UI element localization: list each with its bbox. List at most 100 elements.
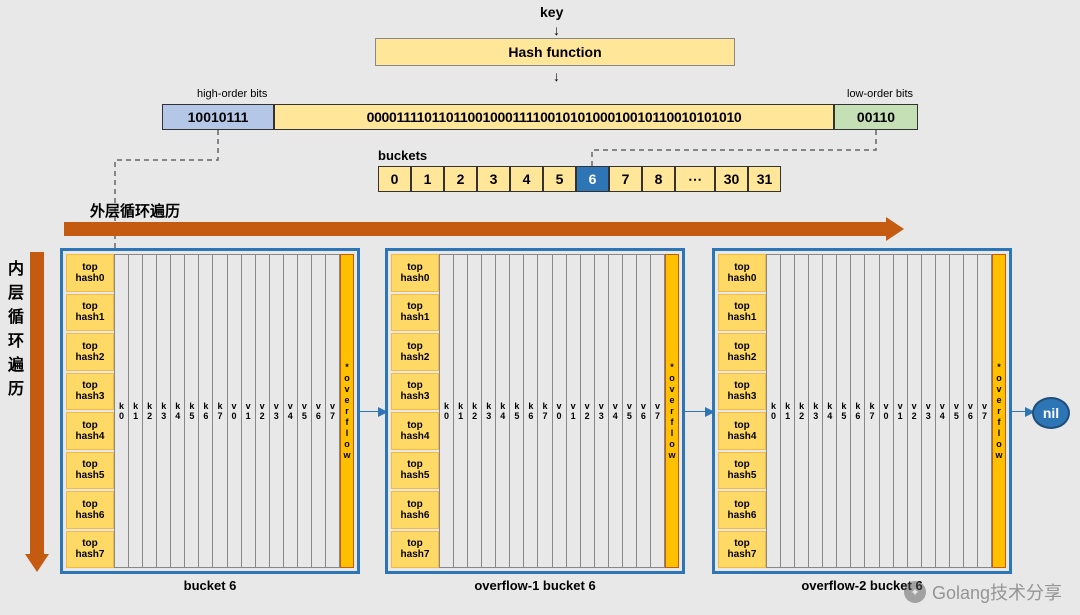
kv-cell: k4 <box>496 255 510 567</box>
bucket-cell: 30 <box>715 166 748 192</box>
buckets-label: buckets <box>378 148 427 163</box>
kv-cell: v0 <box>553 255 567 567</box>
arrowhead-icon <box>378 407 388 417</box>
kv-cell: k4 <box>823 255 837 567</box>
key-label: key <box>540 4 563 20</box>
kv-cell: k5 <box>510 255 524 567</box>
kv-cell: k5 <box>837 255 851 567</box>
bucket-caption: overflow-1 bucket 6 <box>385 578 685 593</box>
bucket-cell: 1 <box>411 166 444 192</box>
kv-cell: v2 <box>908 255 922 567</box>
tophash-cell: tophash6 <box>66 491 114 529</box>
kv-cell: k2 <box>143 255 157 567</box>
bucket-0: tophash0tophash1tophash2tophash3tophash4… <box>60 248 360 593</box>
kv-cell: k2 <box>468 255 482 567</box>
kv-cell: k1 <box>129 255 143 567</box>
high-bits-cell: 10010111 <box>162 104 274 130</box>
tophash-cell: tophash2 <box>718 333 766 371</box>
tophash-cell: tophash4 <box>718 412 766 450</box>
low-bits-cell: 00110 <box>834 104 918 130</box>
buckets-row: 012345678⋯3031 <box>378 166 781 192</box>
bucket-cell: 3 <box>477 166 510 192</box>
kv-cell: v2 <box>256 255 270 567</box>
kv-cell: k1 <box>781 255 795 567</box>
bucket-cell: 2 <box>444 166 477 192</box>
inner-loop-label: 内层循环遍历 <box>6 258 26 402</box>
bucket-cell: 4 <box>510 166 543 192</box>
kv-cell: v6 <box>964 255 978 567</box>
tophash-cell: tophash3 <box>66 373 114 411</box>
tophash-cell: tophash1 <box>66 294 114 332</box>
kv-cell: k0 <box>115 255 129 567</box>
outer-loop-arrow <box>64 222 904 236</box>
kv-cell: v3 <box>595 255 609 567</box>
bucket-cell: 0 <box>378 166 411 192</box>
overflow-pointer: *overflow <box>665 254 679 568</box>
nil-node: nil <box>1032 397 1070 429</box>
kv-cell: v5 <box>623 255 637 567</box>
bucket-cell: 31 <box>748 166 781 192</box>
kv-cell: v4 <box>936 255 950 567</box>
hash-value-row: 10010111 0000111101101100100011110010101… <box>162 104 918 130</box>
kv-cell: v4 <box>609 255 623 567</box>
arrow-down-icon: ↓ <box>553 68 560 84</box>
kv-cell: k3 <box>809 255 823 567</box>
kv-cell: k7 <box>213 255 227 567</box>
kv-cell: k0 <box>767 255 781 567</box>
high-order-label: high-order bits <box>197 88 267 100</box>
kv-cell: k7 <box>865 255 879 567</box>
tophash-cell: tophash5 <box>391 452 439 490</box>
bucket-2: tophash0tophash1tophash2tophash3tophash4… <box>712 248 1012 593</box>
watermark-text: Golang技术分享 <box>932 579 1062 605</box>
tophash-cell: tophash7 <box>718 531 766 569</box>
tophash-cell: tophash6 <box>391 491 439 529</box>
kv-cell: v7 <box>651 255 664 567</box>
overflow-pointer: *overflow <box>340 254 354 568</box>
kv-cell: k1 <box>454 255 468 567</box>
watermark: ✦ Golang技术分享 <box>904 579 1062 605</box>
kv-cell: k3 <box>157 255 171 567</box>
bucket-caption: bucket 6 <box>60 578 360 593</box>
arrowhead-icon <box>705 407 715 417</box>
kv-cell: k6 <box>524 255 538 567</box>
inner-loop-arrow <box>30 252 44 572</box>
kv-cell: v0 <box>880 255 894 567</box>
tophash-cell: tophash2 <box>391 333 439 371</box>
arrow-down-icon: ↓ <box>553 22 560 38</box>
tophash-cell: tophash4 <box>66 412 114 450</box>
kv-cell: v7 <box>978 255 991 567</box>
wechat-icon: ✦ <box>904 581 926 603</box>
tophash-cell: tophash1 <box>718 294 766 332</box>
kv-cell: k0 <box>440 255 454 567</box>
tophash-cell: tophash0 <box>718 254 766 292</box>
overflow-pointer: *overflow <box>992 254 1006 568</box>
tophash-cell: tophash2 <box>66 333 114 371</box>
tophash-cell: tophash3 <box>391 373 439 411</box>
bucket-cell: ⋯ <box>675 166 715 192</box>
kv-cell: k3 <box>482 255 496 567</box>
kv-cell: v6 <box>637 255 651 567</box>
kv-cell: v3 <box>922 255 936 567</box>
mid-bits-cell: 0000111101101100100011110010101000100101… <box>274 104 834 130</box>
tophash-cell: tophash7 <box>391 531 439 569</box>
tophash-cell: tophash0 <box>66 254 114 292</box>
kv-cell: v4 <box>284 255 298 567</box>
bucket-cell: 7 <box>609 166 642 192</box>
tophash-cell: tophash7 <box>66 531 114 569</box>
kv-cell: v5 <box>298 255 312 567</box>
kv-cell: v7 <box>326 255 339 567</box>
kv-cell: k7 <box>538 255 552 567</box>
tophash-cell: tophash1 <box>391 294 439 332</box>
kv-cell: k5 <box>185 255 199 567</box>
bucket-cell: 8 <box>642 166 675 192</box>
kv-cell: k2 <box>795 255 809 567</box>
kv-cell: v3 <box>270 255 284 567</box>
kv-cell: v1 <box>894 255 908 567</box>
tophash-cell: tophash4 <box>391 412 439 450</box>
kv-cell: k4 <box>171 255 185 567</box>
tophash-cell: tophash5 <box>718 452 766 490</box>
kv-cell: v1 <box>242 255 256 567</box>
tophash-cell: tophash6 <box>718 491 766 529</box>
kv-cell: v1 <box>567 255 581 567</box>
kv-cell: k6 <box>199 255 213 567</box>
